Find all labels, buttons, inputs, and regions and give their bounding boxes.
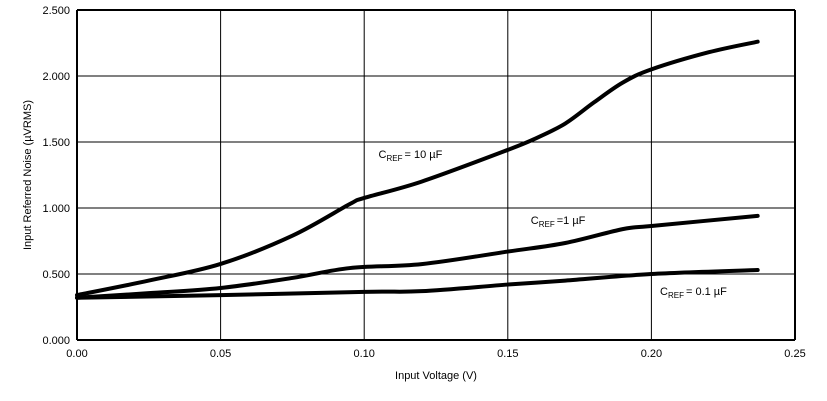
y-tick-label: 1.000 [42, 203, 70, 215]
x-axis-label: Input Voltage (V) [395, 370, 477, 382]
series-label-0: CREF = 10 µF [379, 149, 443, 163]
x-tick-label: 0.10 [353, 348, 374, 360]
y-tick-label: 2.000 [42, 71, 70, 83]
y-tick-label: 1.500 [42, 137, 70, 149]
x-tick-label: 0.15 [497, 348, 518, 360]
x-tick-label: 0.20 [641, 348, 662, 360]
y-tick-label: 0.000 [42, 335, 70, 347]
y-axis-label: Input Referred Noise (µVRMS) [22, 100, 34, 250]
x-tick-label: 0.00 [66, 348, 87, 360]
series-line-1 [75, 213, 760, 300]
y-tick-label: 0.500 [42, 269, 70, 281]
x-tick-label: 0.25 [784, 348, 805, 360]
series-line-2 [75, 268, 760, 300]
y-tick-label: 2.500 [42, 5, 70, 17]
series-label-2: CREF = 0.1 µF [660, 286, 727, 300]
grid [76, 9, 796, 341]
series-label-1: CREF =1 µF [531, 215, 586, 229]
x-tick-label: 0.05 [210, 348, 231, 360]
series-line-0 [75, 39, 760, 298]
